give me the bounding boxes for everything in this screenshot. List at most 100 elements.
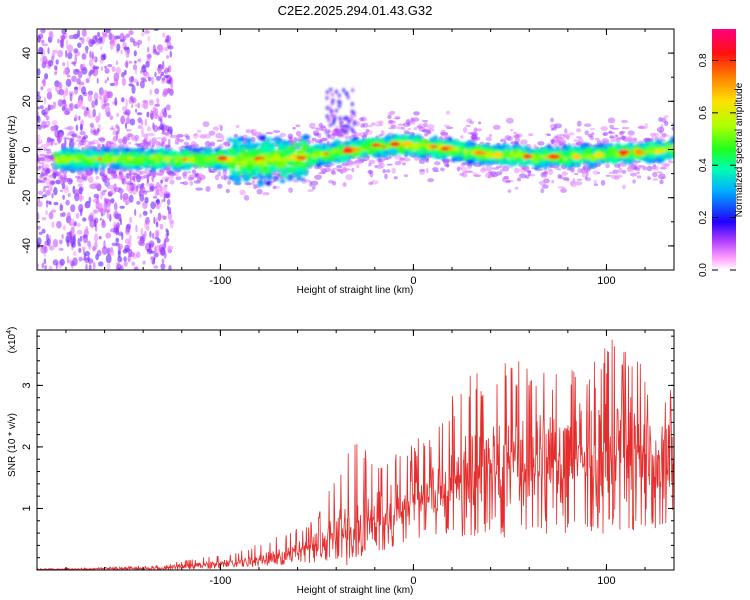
halo-speck — [592, 170, 599, 175]
halo-speck — [564, 128, 568, 134]
noise-speck — [56, 220, 62, 229]
noise-speck — [158, 185, 163, 192]
halo-speck — [520, 139, 528, 145]
noise-speck — [107, 177, 110, 182]
noise-speck — [104, 102, 110, 107]
noise-speck — [98, 87, 104, 96]
halo-speck — [514, 134, 520, 139]
halo-speck — [561, 171, 568, 176]
halo-speck — [245, 182, 252, 186]
halo-speck — [551, 179, 555, 184]
noise-speck — [159, 223, 164, 230]
ridge-speck — [410, 138, 419, 143]
halo-speck — [40, 172, 45, 178]
halo-speck — [355, 121, 361, 127]
ridge-speck — [308, 147, 315, 153]
halo-speck — [79, 130, 86, 136]
halo-speck — [311, 137, 317, 141]
ridge-speck — [496, 144, 504, 150]
noise-speck — [99, 95, 102, 100]
noise-speck — [79, 197, 83, 202]
noise-speck — [110, 198, 115, 204]
noise-speck — [61, 233, 64, 240]
noise-speck — [123, 46, 130, 51]
noise-speck — [38, 46, 44, 55]
noise-speck — [74, 54, 77, 64]
ridge-speck — [104, 146, 111, 152]
noise-speck — [149, 255, 155, 262]
noise-speck — [161, 258, 165, 264]
halo-speck — [103, 189, 107, 193]
noise-speck — [137, 239, 143, 246]
noise-speck — [47, 88, 52, 93]
noise-speck — [149, 230, 152, 238]
noise-speck — [59, 212, 64, 217]
halo-speck — [651, 135, 657, 140]
halo-speck — [314, 174, 322, 180]
halo-speck — [156, 181, 160, 188]
ridge-speck — [501, 157, 509, 165]
noise-speck — [152, 195, 158, 199]
ridge-speck — [266, 142, 274, 148]
ridge-speck — [263, 140, 268, 146]
halo-speck — [159, 168, 165, 173]
noise-speck — [96, 203, 100, 207]
noise-speck — [48, 211, 54, 220]
noise-speck — [119, 205, 125, 209]
ridge-speck — [483, 148, 489, 153]
halo-speck — [488, 133, 493, 138]
noise-speck — [167, 245, 172, 254]
noise-speck — [94, 241, 98, 250]
halo-speck — [647, 175, 651, 181]
ridge-speck — [194, 161, 200, 165]
ridge-speck — [112, 150, 120, 157]
noise-speck — [71, 242, 76, 248]
noise-speck — [95, 42, 100, 46]
halo-speck — [443, 124, 450, 127]
noise-speck — [134, 60, 137, 64]
noise-speck — [37, 106, 41, 110]
noise-speck — [93, 92, 99, 101]
noise-speck — [145, 61, 150, 68]
halo-speck — [378, 158, 385, 163]
noise-speck — [142, 210, 148, 216]
noise-speck — [52, 238, 59, 248]
halo-speck — [635, 167, 641, 172]
halo-speck — [161, 176, 170, 182]
halo-speck — [638, 165, 645, 168]
halo-speck — [419, 168, 426, 172]
noise-speck — [65, 235, 70, 243]
halo-speck — [618, 131, 624, 136]
halo-speck — [559, 174, 563, 180]
noise-speck — [53, 65, 58, 71]
noise-speck — [164, 186, 168, 193]
halo-speck — [421, 119, 429, 123]
halo-speck — [505, 117, 514, 124]
halo-speck — [131, 172, 138, 175]
halo-speck — [125, 173, 132, 179]
noise-speck — [37, 211, 40, 221]
noise-speck — [145, 216, 150, 225]
noise-speck — [53, 187, 58, 196]
halo-speck — [621, 126, 630, 130]
noise-speck — [109, 115, 114, 121]
halo-speck — [216, 139, 223, 142]
ridge-speck — [604, 143, 610, 149]
noise-speck — [125, 228, 131, 235]
halo-speck — [126, 182, 134, 185]
halo-speck — [471, 133, 478, 140]
ridge-speck — [60, 165, 65, 170]
halo-speck — [538, 180, 546, 186]
halo-speck — [618, 162, 625, 166]
ridge-speck — [491, 158, 496, 162]
noise-speck — [44, 73, 49, 80]
halo-speck — [187, 171, 191, 174]
halo-speck — [308, 122, 316, 129]
halo-speck — [106, 184, 115, 190]
halo-speck — [558, 139, 567, 145]
noise-speck — [159, 215, 165, 219]
halo-speck — [59, 189, 64, 192]
noise-speck — [146, 248, 150, 253]
halo-speck — [295, 124, 301, 128]
noise-speck — [122, 115, 125, 119]
